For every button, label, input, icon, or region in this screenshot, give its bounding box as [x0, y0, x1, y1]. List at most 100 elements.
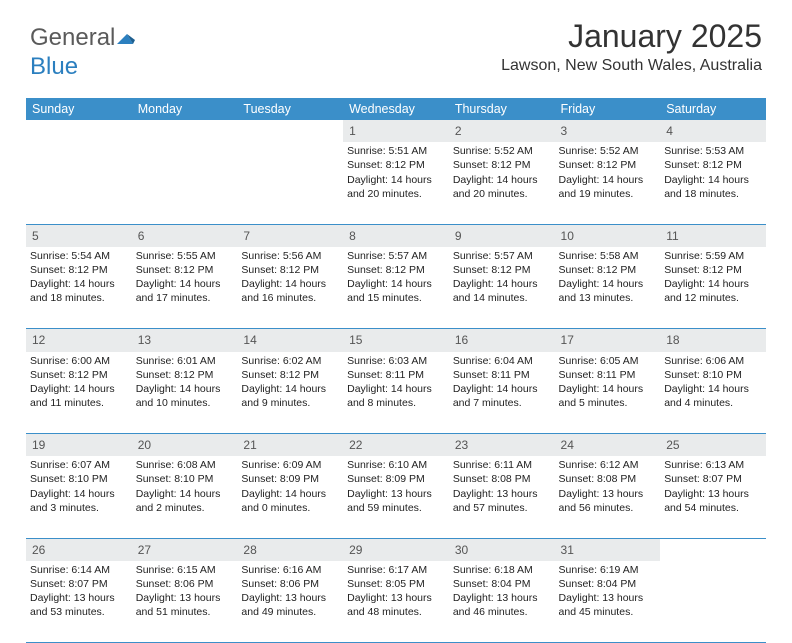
sunset-text: Sunset: 8:11 PM [559, 368, 657, 382]
day2-text: and 59 minutes. [347, 501, 445, 515]
sunrise-text: Sunrise: 6:19 AM [559, 563, 657, 577]
day-detail-cell: Sunrise: 5:57 AMSunset: 8:12 PMDaylight:… [449, 247, 555, 329]
day-number-cell: 27 [132, 538, 238, 561]
logo-text-gray: General [30, 24, 115, 51]
sunrise-text: Sunrise: 5:59 AM [664, 249, 762, 263]
day2-text: and 46 minutes. [453, 605, 551, 619]
day-number-cell: 1 [343, 120, 449, 142]
sunrise-text: Sunrise: 6:16 AM [241, 563, 339, 577]
day1-text: Daylight: 14 hours [347, 173, 445, 187]
sunrise-text: Sunrise: 5:56 AM [241, 249, 339, 263]
logo-text-blue: Blue [30, 53, 78, 80]
day2-text: and 57 minutes. [453, 501, 551, 515]
day1-text: Daylight: 14 hours [30, 487, 128, 501]
day-header: Friday [555, 98, 661, 120]
sunset-text: Sunset: 8:11 PM [453, 368, 551, 382]
day2-text: and 16 minutes. [241, 291, 339, 305]
day-detail-cell: Sunrise: 6:07 AMSunset: 8:10 PMDaylight:… [26, 456, 132, 538]
day-number-cell [237, 120, 343, 142]
day1-text: Daylight: 14 hours [453, 277, 551, 291]
day1-text: Daylight: 13 hours [453, 591, 551, 605]
day1-text: Daylight: 14 hours [241, 382, 339, 396]
sunrise-text: Sunrise: 6:03 AM [347, 354, 445, 368]
day-detail-cell [26, 142, 132, 224]
sunrise-text: Sunrise: 5:57 AM [453, 249, 551, 263]
day-detail-cell: Sunrise: 5:57 AMSunset: 8:12 PMDaylight:… [343, 247, 449, 329]
day2-text: and 9 minutes. [241, 396, 339, 410]
day-detail-cell: Sunrise: 5:56 AMSunset: 8:12 PMDaylight:… [237, 247, 343, 329]
day2-text: and 18 minutes. [664, 187, 762, 201]
day-detail-cell: Sunrise: 6:11 AMSunset: 8:08 PMDaylight:… [449, 456, 555, 538]
detail-row: Sunrise: 5:54 AMSunset: 8:12 PMDaylight:… [26, 247, 766, 329]
day2-text: and 7 minutes. [453, 396, 551, 410]
day-detail-cell: Sunrise: 6:18 AMSunset: 8:04 PMDaylight:… [449, 561, 555, 643]
day-detail-cell: Sunrise: 5:58 AMSunset: 8:12 PMDaylight:… [555, 247, 661, 329]
sunrise-text: Sunrise: 6:04 AM [453, 354, 551, 368]
day-detail-cell: Sunrise: 6:08 AMSunset: 8:10 PMDaylight:… [132, 456, 238, 538]
day1-text: Daylight: 13 hours [136, 591, 234, 605]
day-number-cell: 28 [237, 538, 343, 561]
sunrise-text: Sunrise: 6:10 AM [347, 458, 445, 472]
day2-text: and 14 minutes. [453, 291, 551, 305]
day1-text: Daylight: 14 hours [453, 382, 551, 396]
day1-text: Daylight: 14 hours [559, 382, 657, 396]
day-number-cell: 25 [660, 434, 766, 457]
day-detail-cell: Sunrise: 6:10 AMSunset: 8:09 PMDaylight:… [343, 456, 449, 538]
day-number-cell: 21 [237, 434, 343, 457]
sunrise-text: Sunrise: 5:55 AM [136, 249, 234, 263]
day2-text: and 0 minutes. [241, 501, 339, 515]
day-number-cell: 4 [660, 120, 766, 142]
day-number-cell: 7 [237, 224, 343, 247]
sunset-text: Sunset: 8:09 PM [241, 472, 339, 486]
sunrise-text: Sunrise: 6:09 AM [241, 458, 339, 472]
day1-text: Daylight: 14 hours [664, 173, 762, 187]
day-detail-cell: Sunrise: 6:01 AMSunset: 8:12 PMDaylight:… [132, 352, 238, 434]
sunset-text: Sunset: 8:11 PM [347, 368, 445, 382]
sunset-text: Sunset: 8:08 PM [559, 472, 657, 486]
day-header: Sunday [26, 98, 132, 120]
day-number-cell: 15 [343, 329, 449, 352]
day1-text: Daylight: 14 hours [241, 487, 339, 501]
day-detail-cell: Sunrise: 6:06 AMSunset: 8:10 PMDaylight:… [660, 352, 766, 434]
day-detail-cell: Sunrise: 5:53 AMSunset: 8:12 PMDaylight:… [660, 142, 766, 224]
sunrise-text: Sunrise: 5:54 AM [30, 249, 128, 263]
sunrise-text: Sunrise: 6:17 AM [347, 563, 445, 577]
day1-text: Daylight: 14 hours [664, 277, 762, 291]
sunset-text: Sunset: 8:12 PM [664, 158, 762, 172]
sunrise-text: Sunrise: 5:58 AM [559, 249, 657, 263]
day-header: Thursday [449, 98, 555, 120]
day2-text: and 45 minutes. [559, 605, 657, 619]
day-number-cell: 16 [449, 329, 555, 352]
sunrise-text: Sunrise: 6:07 AM [30, 458, 128, 472]
day2-text: and 53 minutes. [30, 605, 128, 619]
day-detail-cell: Sunrise: 5:51 AMSunset: 8:12 PMDaylight:… [343, 142, 449, 224]
sunset-text: Sunset: 8:12 PM [30, 263, 128, 277]
day1-text: Daylight: 13 hours [347, 591, 445, 605]
day2-text: and 5 minutes. [559, 396, 657, 410]
day2-text: and 13 minutes. [559, 291, 657, 305]
day-detail-cell: Sunrise: 5:52 AMSunset: 8:12 PMDaylight:… [555, 142, 661, 224]
day-number-cell: 13 [132, 329, 238, 352]
sunset-text: Sunset: 8:12 PM [559, 158, 657, 172]
day-number-cell: 24 [555, 434, 661, 457]
logo-arrow-icon [117, 25, 137, 53]
sunset-text: Sunset: 8:10 PM [30, 472, 128, 486]
day1-text: Daylight: 14 hours [241, 277, 339, 291]
day2-text: and 20 minutes. [453, 187, 551, 201]
day-number-cell: 10 [555, 224, 661, 247]
day-number-cell: 11 [660, 224, 766, 247]
day-header: Monday [132, 98, 238, 120]
sunset-text: Sunset: 8:06 PM [136, 577, 234, 591]
day2-text: and 11 minutes. [30, 396, 128, 410]
sunset-text: Sunset: 8:12 PM [241, 263, 339, 277]
day1-text: Daylight: 14 hours [347, 277, 445, 291]
sunset-text: Sunset: 8:04 PM [559, 577, 657, 591]
day1-text: Daylight: 13 hours [559, 591, 657, 605]
day1-text: Daylight: 14 hours [453, 173, 551, 187]
sunset-text: Sunset: 8:12 PM [453, 263, 551, 277]
sunset-text: Sunset: 8:07 PM [30, 577, 128, 591]
day-detail-cell: Sunrise: 6:04 AMSunset: 8:11 PMDaylight:… [449, 352, 555, 434]
day-detail-cell: Sunrise: 6:05 AMSunset: 8:11 PMDaylight:… [555, 352, 661, 434]
day2-text: and 8 minutes. [347, 396, 445, 410]
detail-row: Sunrise: 6:00 AMSunset: 8:12 PMDaylight:… [26, 352, 766, 434]
